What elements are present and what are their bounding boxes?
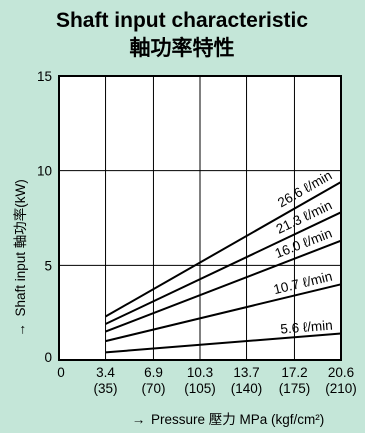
x-tick-sublabel-6: (210) — [325, 381, 357, 396]
y-tick-label-2: 10 — [37, 164, 52, 179]
tick-labels: 0 3.4(35) 6.9(70) 10.3(105) 13.7(140) 17.2(17… — [37, 69, 357, 396]
series-line-3 — [105, 283, 342, 343]
x-tick-label-5: 17.2 — [281, 365, 307, 380]
plot-frame — [58, 75, 342, 361]
series-line-4 — [105, 332, 342, 354]
y-axis-label: → Shaft input 軸功率(kW) — [12, 179, 28, 337]
series-line-2 — [105, 239, 342, 333]
x-tick-label-1: 3.4 — [96, 365, 115, 380]
x-axis-label-text: Pressure 壓力 MPa (kgf/cm²) — [151, 412, 324, 427]
x-tick-label-2: 6.9 — [144, 365, 163, 380]
x-tick-sublabel-4: (140) — [231, 381, 263, 396]
svg-text:→ Shaft input 軸功率(kW): → Shaft input 軸功率(kW) — [12, 179, 28, 337]
x-axis-label: → Pressure 壓力 MPa (kgf/cm²) — [132, 412, 325, 427]
x-tick-sublabel-2: (70) — [141, 381, 165, 396]
series-line-0 — [105, 181, 342, 318]
x-tick-label-4: 13.7 — [233, 365, 259, 380]
series-label-4: 5.6 ℓ/min — [280, 318, 333, 337]
y-tick-label-3: 15 — [37, 69, 52, 84]
x-tick-sublabel-5: (175) — [279, 381, 311, 396]
y-axis-arrow: → — [13, 323, 28, 337]
x-axis-arrow: → — [132, 412, 146, 427]
series-line-1 — [105, 211, 342, 325]
chart-title: Shaft input characteristic — [56, 9, 308, 32]
y-tick-label-1: 5 — [44, 258, 52, 273]
grid-lines — [59, 76, 341, 360]
x-tick-label-0: 0 — [57, 365, 65, 380]
x-tick-label-6: 20.6 — [328, 365, 354, 380]
x-tick-label-3: 10.3 — [187, 365, 213, 380]
chart-subtitle: 軸功率特性 — [130, 36, 235, 60]
y-axis-label-text: Shaft input 軸功率(kW) — [12, 179, 28, 316]
x-tick-sublabel-3: (105) — [184, 381, 216, 396]
y-tick-label-0: 0 — [44, 350, 52, 365]
x-tick-sublabel-1: (35) — [94, 381, 118, 396]
